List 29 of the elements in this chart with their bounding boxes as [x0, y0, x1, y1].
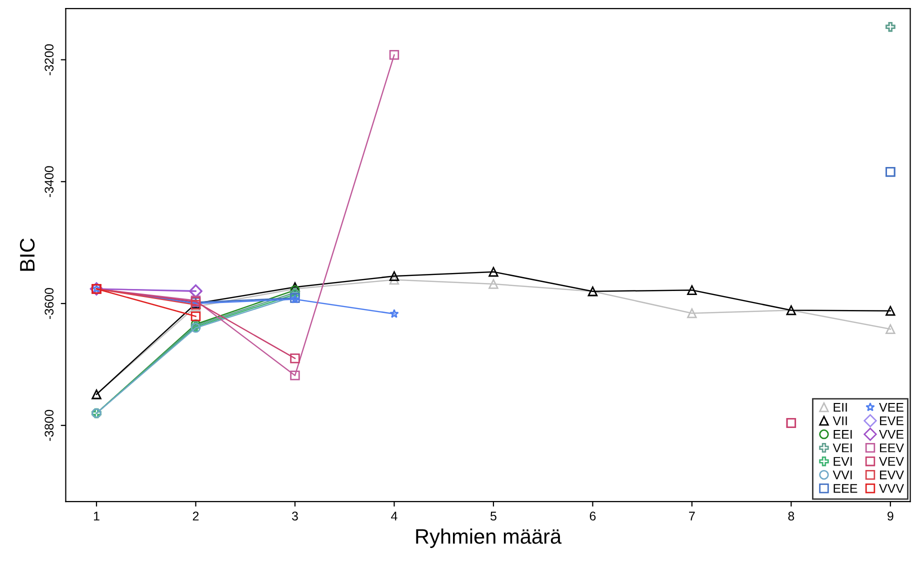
x-axis-title: Ryhmien määrä [416, 528, 562, 548]
y-tick-label: -3800 [44, 410, 54, 441]
legend-label: VII [832, 416, 847, 426]
legend-label: VEI [832, 444, 852, 452]
y-axis-title: BIC [20, 238, 35, 271]
legend-label: VVE [879, 430, 904, 439]
x-tick-label: 7 [689, 512, 695, 520]
x-tick-label: 6 [590, 512, 596, 521]
y-tick-label: -3600 [44, 288, 54, 319]
x-tick-label: 8 [788, 512, 794, 521]
legend-label: VVV [879, 484, 904, 493]
legend-label: VEE [879, 402, 904, 412]
legend-label: EVV [880, 470, 904, 480]
x-tick-label: 5 [490, 512, 496, 521]
x-tick-label: 3 [292, 512, 298, 521]
y-tick-label: -3400 [44, 166, 54, 198]
legend-label: EVI [834, 457, 852, 466]
x-tick-label: 9 [888, 512, 894, 521]
legend-label: EVE [880, 416, 904, 426]
legend-label: EEI [834, 430, 852, 439]
legend-label: VVI [832, 470, 852, 480]
x-tick-label: 2 [192, 512, 199, 520]
legend-label: EEV [880, 444, 904, 452]
x-tick-label: 1 [94, 512, 100, 520]
legend-label: VEV [879, 457, 904, 466]
legend-label: EII [834, 402, 847, 412]
x-tick-label: 4 [391, 512, 398, 520]
y-tick-label: -3200 [44, 44, 54, 76]
legend-label: EEE [834, 484, 858, 493]
